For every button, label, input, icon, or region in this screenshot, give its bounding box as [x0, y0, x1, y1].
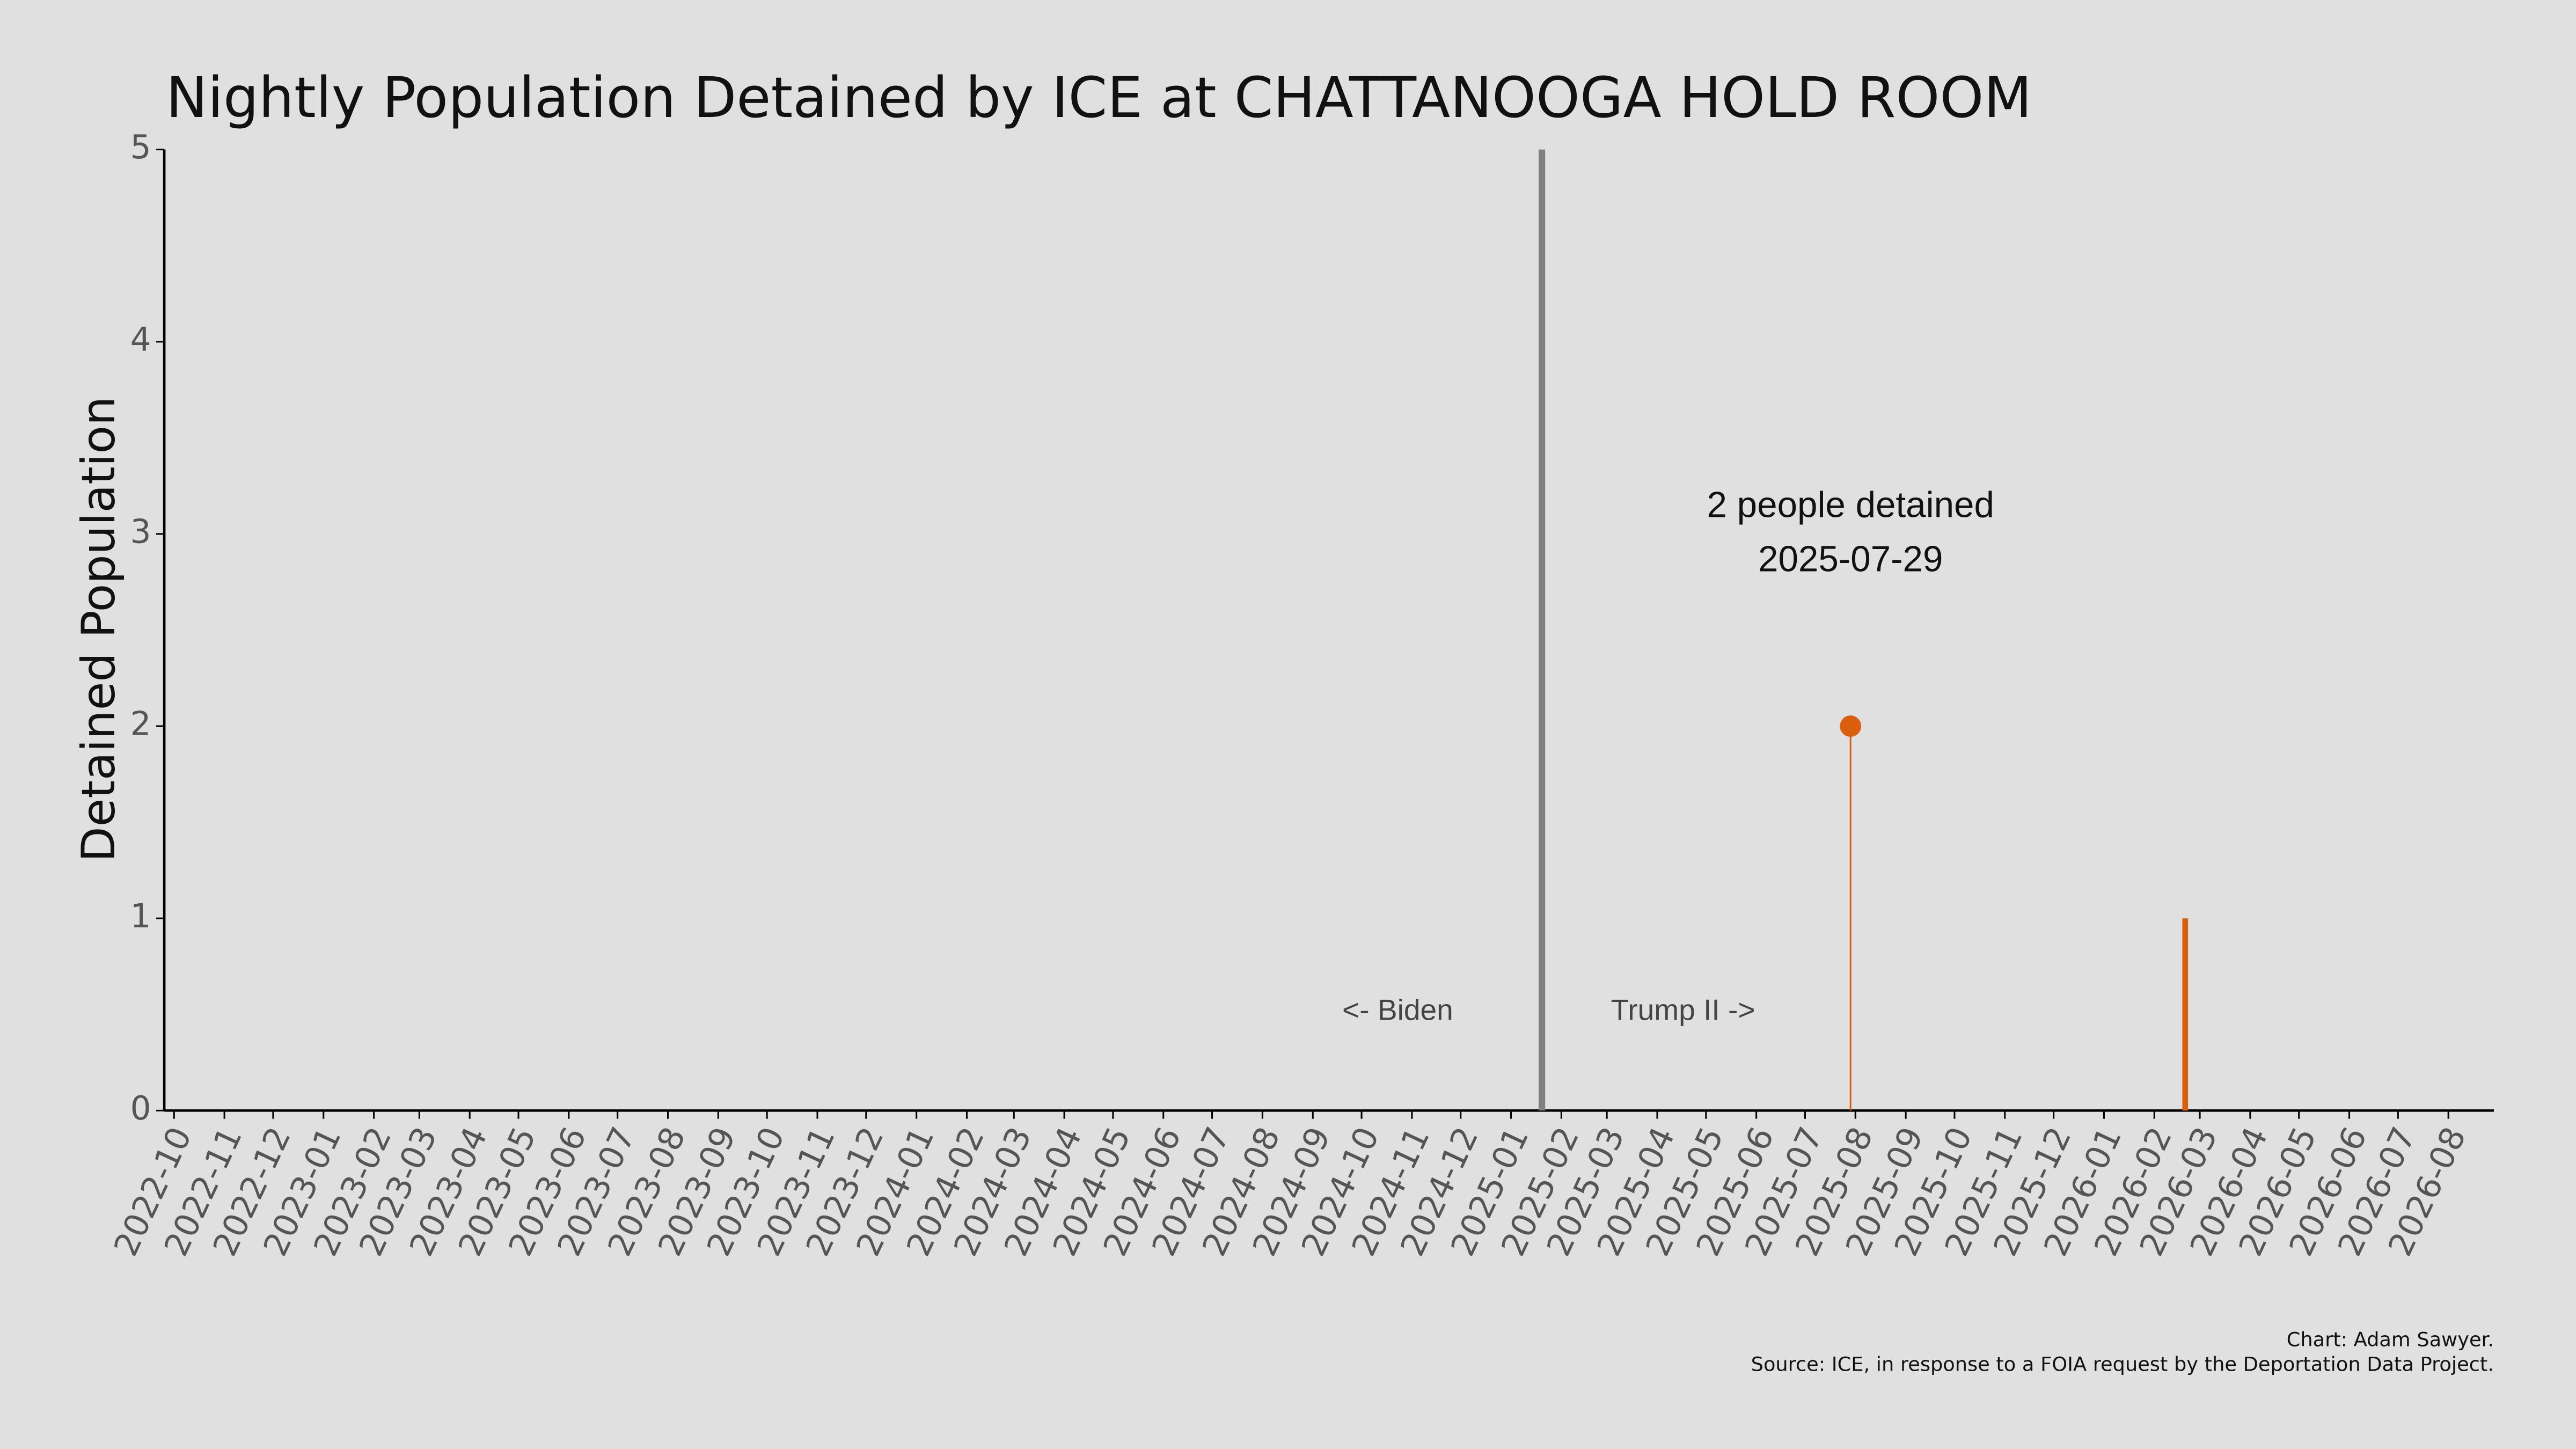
y-axis-label: Detained Population — [72, 397, 126, 862]
source: Source: ICE, in response to a FOIA reque… — [1751, 1352, 2494, 1375]
trump-label: Trump II -> — [1611, 993, 1755, 1026]
biden-label: <- Biden — [1342, 993, 1453, 1026]
annotation: 2025-07-29 — [1758, 539, 1943, 580]
y-tick-label: 2 — [130, 705, 151, 743]
chart-title: Nightly Population Detained by ICE at CH… — [166, 65, 2032, 130]
credit: Chart: Adam Sawyer. — [2287, 1328, 2494, 1351]
y-tick-label: 1 — [130, 897, 151, 935]
y-tick-label: 3 — [130, 513, 151, 551]
y-tick-label: 0 — [130, 1089, 151, 1128]
y-tick-label: 4 — [130, 320, 151, 358]
annotation: 2 people detained — [1707, 485, 1994, 525]
peak-point — [1840, 715, 1862, 737]
y-tick-label: 5 — [130, 128, 151, 166]
